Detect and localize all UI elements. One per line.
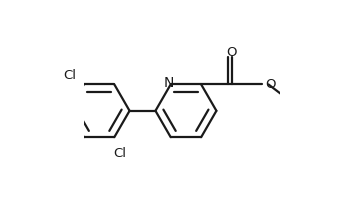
Text: Cl: Cl bbox=[63, 69, 76, 82]
Text: O: O bbox=[265, 78, 276, 91]
Text: O: O bbox=[226, 46, 237, 59]
Text: Cl: Cl bbox=[113, 147, 126, 160]
Text: N: N bbox=[163, 76, 174, 90]
